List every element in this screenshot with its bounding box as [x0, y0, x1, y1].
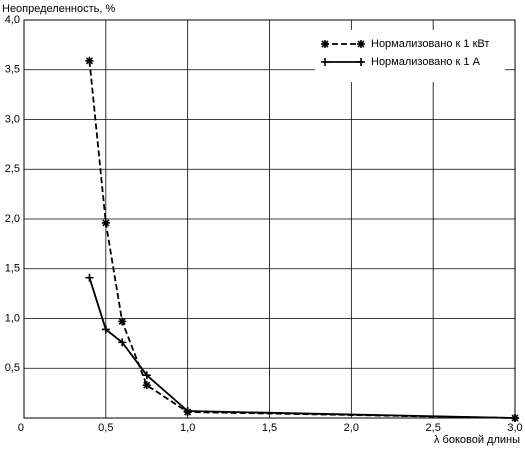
- x-tick-label: 1,5: [262, 422, 277, 434]
- legend-label: Нормализовано к 1 А: [371, 56, 481, 68]
- legend-marker: [321, 58, 329, 66]
- legend-marker: [357, 40, 365, 48]
- data-point: [183, 407, 192, 416]
- legend-label: Нормализовано к 1 кВт: [371, 38, 489, 50]
- x-tick-label: 0: [18, 422, 24, 434]
- y-tick-label: 4,0: [5, 14, 20, 26]
- data-point: [85, 56, 94, 65]
- x-tick-label: 3,0: [507, 422, 522, 434]
- data-point: [101, 218, 110, 227]
- x-tick-label: 2,5: [426, 422, 441, 434]
- plot-frame: [23, 19, 516, 419]
- x-axis-label: λ боковой длины: [434, 434, 520, 446]
- data-point: [142, 381, 151, 390]
- legend-marker: [321, 40, 329, 48]
- data-line: [88, 60, 516, 419]
- x-tick-label: 0,5: [98, 422, 113, 434]
- y-axis-label: Неопределенность, %: [2, 3, 115, 15]
- data-point: [118, 317, 127, 326]
- data-point: [142, 371, 151, 380]
- x-tick-label: 2,0: [344, 422, 359, 434]
- y-tick-label: 0,5: [5, 362, 20, 374]
- data-point: [118, 338, 127, 347]
- legend-box: [315, 30, 505, 82]
- legend-marker: [357, 58, 365, 66]
- data-line: [88, 277, 516, 419]
- y-tick-label: 1,0: [5, 312, 20, 324]
- y-tick-label: 2,0: [5, 213, 20, 225]
- x-tick-label: 1,0: [180, 422, 195, 434]
- y-tick-label: 3,5: [5, 64, 20, 76]
- y-tick-label: 3,0: [5, 113, 20, 125]
- y-tick-label: 1,5: [5, 263, 20, 275]
- data-point: [511, 414, 519, 422]
- data-point: [101, 325, 110, 334]
- y-tick-label: 2,5: [5, 163, 20, 175]
- data-point: [85, 273, 94, 282]
